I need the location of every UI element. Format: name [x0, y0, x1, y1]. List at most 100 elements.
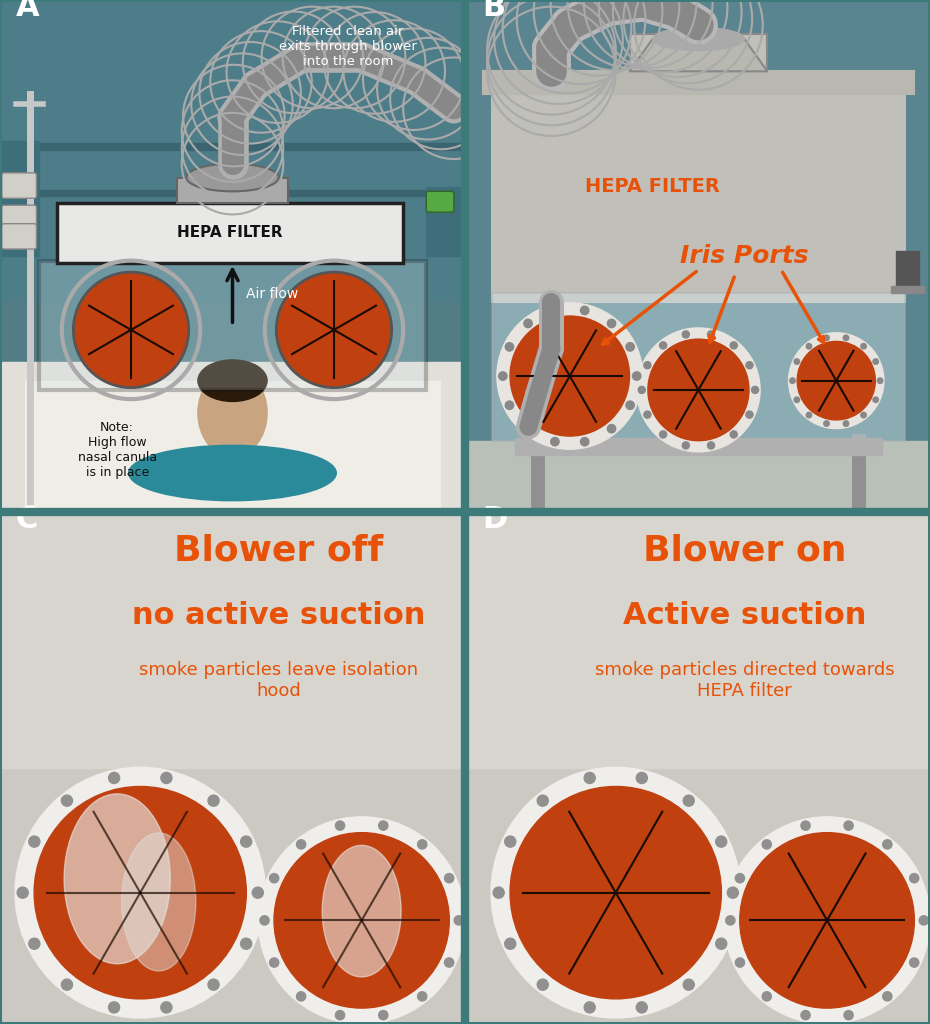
Circle shape	[637, 328, 760, 452]
Circle shape	[297, 992, 306, 1001]
Circle shape	[659, 431, 667, 438]
Bar	[58, 203, 404, 263]
Bar	[891, 286, 923, 293]
Circle shape	[794, 358, 800, 365]
Circle shape	[29, 836, 40, 847]
Circle shape	[844, 335, 849, 341]
Circle shape	[445, 873, 454, 883]
Text: HEPA FILTER: HEPA FILTER	[178, 225, 283, 241]
Circle shape	[797, 341, 875, 420]
Circle shape	[418, 992, 427, 1001]
Circle shape	[636, 772, 647, 783]
Circle shape	[801, 1011, 810, 1020]
Text: Blower on: Blower on	[643, 534, 846, 568]
FancyBboxPatch shape	[2, 205, 36, 230]
Circle shape	[824, 335, 830, 341]
Circle shape	[659, 342, 667, 349]
Ellipse shape	[198, 369, 267, 457]
Circle shape	[510, 316, 630, 436]
Text: C: C	[16, 505, 38, 534]
Circle shape	[763, 992, 771, 1001]
Circle shape	[493, 887, 504, 898]
Circle shape	[844, 821, 853, 830]
Circle shape	[161, 772, 172, 783]
Circle shape	[751, 386, 759, 393]
Polygon shape	[630, 39, 767, 72]
Bar	[25, 381, 440, 510]
Circle shape	[15, 767, 265, 1018]
Circle shape	[551, 306, 559, 314]
Circle shape	[626, 343, 634, 351]
FancyBboxPatch shape	[426, 191, 454, 212]
Circle shape	[910, 957, 919, 967]
Circle shape	[919, 915, 928, 925]
Circle shape	[379, 821, 388, 830]
Circle shape	[208, 795, 219, 806]
Circle shape	[801, 821, 810, 830]
Text: B: B	[483, 0, 506, 22]
Ellipse shape	[122, 833, 196, 971]
Circle shape	[161, 1001, 172, 1013]
Bar	[2, 143, 463, 150]
Circle shape	[684, 979, 694, 990]
Circle shape	[730, 342, 737, 349]
Bar	[2, 140, 39, 256]
Circle shape	[844, 421, 849, 426]
Circle shape	[607, 425, 616, 433]
Bar	[469, 514, 928, 768]
Circle shape	[638, 386, 645, 393]
Circle shape	[259, 817, 465, 1024]
Circle shape	[648, 339, 749, 440]
Circle shape	[498, 372, 507, 380]
Circle shape	[524, 319, 532, 328]
Circle shape	[794, 397, 800, 402]
Circle shape	[208, 979, 219, 990]
Text: Blower off: Blower off	[174, 534, 383, 568]
Circle shape	[584, 1001, 595, 1013]
Circle shape	[241, 836, 252, 847]
Circle shape	[497, 303, 643, 450]
Circle shape	[727, 887, 738, 898]
Circle shape	[270, 873, 279, 883]
Circle shape	[580, 306, 589, 314]
Circle shape	[632, 372, 641, 380]
Circle shape	[379, 1011, 388, 1020]
Circle shape	[746, 411, 753, 418]
Circle shape	[524, 425, 532, 433]
Text: Iris Ports: Iris Ports	[680, 244, 809, 268]
Circle shape	[730, 431, 737, 438]
Circle shape	[336, 1011, 345, 1020]
Circle shape	[73, 272, 189, 388]
Circle shape	[644, 411, 651, 418]
Circle shape	[297, 840, 306, 849]
Circle shape	[29, 938, 40, 949]
Text: D: D	[483, 505, 508, 534]
Circle shape	[241, 938, 252, 949]
Circle shape	[844, 1011, 853, 1020]
Circle shape	[538, 979, 549, 990]
Circle shape	[252, 887, 263, 898]
Text: Note:
High flow
nasal canula
is in place: Note: High flow nasal canula is in place	[77, 421, 157, 479]
Circle shape	[510, 786, 722, 998]
Circle shape	[716, 938, 726, 949]
Text: smoke particles directed towards
HEPA filter: smoke particles directed towards HEPA fi…	[594, 660, 894, 699]
Circle shape	[861, 343, 866, 349]
Bar	[492, 81, 905, 302]
Bar	[2, 302, 463, 510]
Text: A: A	[16, 0, 39, 22]
Circle shape	[584, 772, 595, 783]
Circle shape	[109, 1001, 120, 1013]
Bar	[630, 35, 767, 72]
Bar	[426, 186, 463, 256]
Circle shape	[61, 795, 73, 806]
Bar	[492, 293, 905, 440]
Circle shape	[789, 333, 884, 429]
Circle shape	[724, 817, 930, 1024]
Ellipse shape	[198, 359, 267, 401]
Text: Air flow: Air flow	[246, 287, 299, 301]
Text: smoke particles leave isolation
hood: smoke particles leave isolation hood	[140, 660, 419, 699]
Circle shape	[883, 992, 892, 1001]
Bar	[514, 438, 883, 455]
Circle shape	[873, 358, 879, 365]
Circle shape	[607, 319, 616, 328]
